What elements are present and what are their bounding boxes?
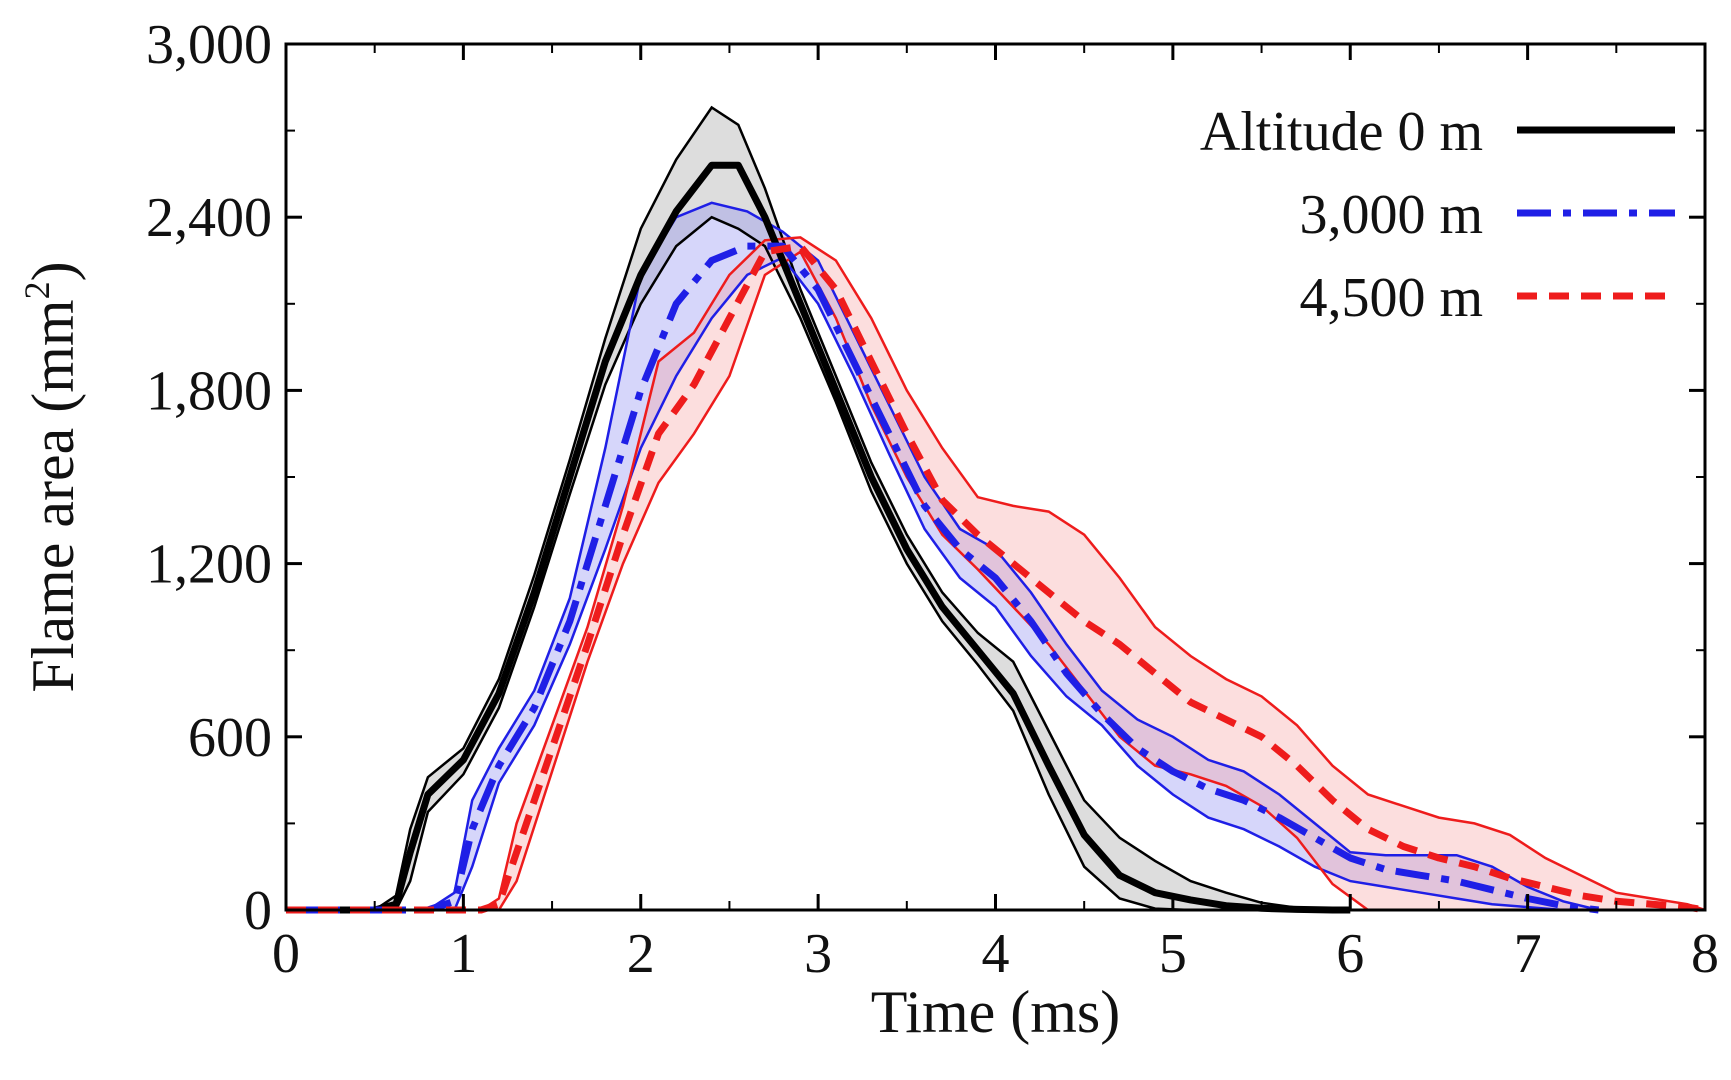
x-tick-label: 2 xyxy=(627,923,655,985)
band-lower-line-series-1 xyxy=(286,256,1599,912)
y-axis-title-superscript: 2 xyxy=(17,281,57,299)
x-tick-label: 4 xyxy=(982,923,1010,985)
band-upper-line-series-0 xyxy=(286,105,1351,912)
x-tick-label: 0 xyxy=(272,923,300,985)
y-axis-title-close: ) xyxy=(20,261,86,281)
confidence-bands xyxy=(286,107,1705,911)
band-upper-line-series-1 xyxy=(286,201,1599,912)
mean-line-series-0 xyxy=(286,161,1351,914)
y-tick-label: 1,800 xyxy=(146,360,272,422)
y-tick-label: 600 xyxy=(188,707,272,769)
y-tick-label: 0 xyxy=(244,880,272,942)
band-upper-line-series-2 xyxy=(286,236,1706,912)
x-tick-label: 5 xyxy=(1159,923,1187,985)
legend-label-series-0: Altitude 0 m xyxy=(1200,101,1483,163)
mean-line-series-2 xyxy=(286,242,1706,914)
mean-lines xyxy=(286,161,1706,914)
x-tick-label: 7 xyxy=(1514,923,1542,985)
x-tick-label: 3 xyxy=(804,923,832,985)
legend: Altitude 0 m 3,000 m 4,500 m xyxy=(1200,101,1675,329)
legend-label-series-1: 3,000 m xyxy=(1299,184,1483,246)
y-tick-label: 3,000 xyxy=(146,14,272,76)
x-tick-label: 6 xyxy=(1336,923,1364,985)
x-axis-ticks: 0 1 2 3 4 5 6 7 8 xyxy=(272,44,1719,985)
y-tick-label: 1,200 xyxy=(146,534,272,596)
x-tick-label: 1 xyxy=(449,923,477,985)
y-axis-title-main: Flame area (mm xyxy=(20,299,86,692)
y-axis-ticks: 0 600 1,200 1,800 2,400 3,000 xyxy=(146,14,1705,942)
y-tick-label: 2,400 xyxy=(146,187,272,249)
legend-label-series-2: 4,500 m xyxy=(1299,267,1483,329)
y-axis-title: Flame area (mm2) xyxy=(17,261,86,692)
x-axis-title: Time (ms) xyxy=(871,979,1121,1045)
x-tick-label: 8 xyxy=(1691,923,1719,985)
